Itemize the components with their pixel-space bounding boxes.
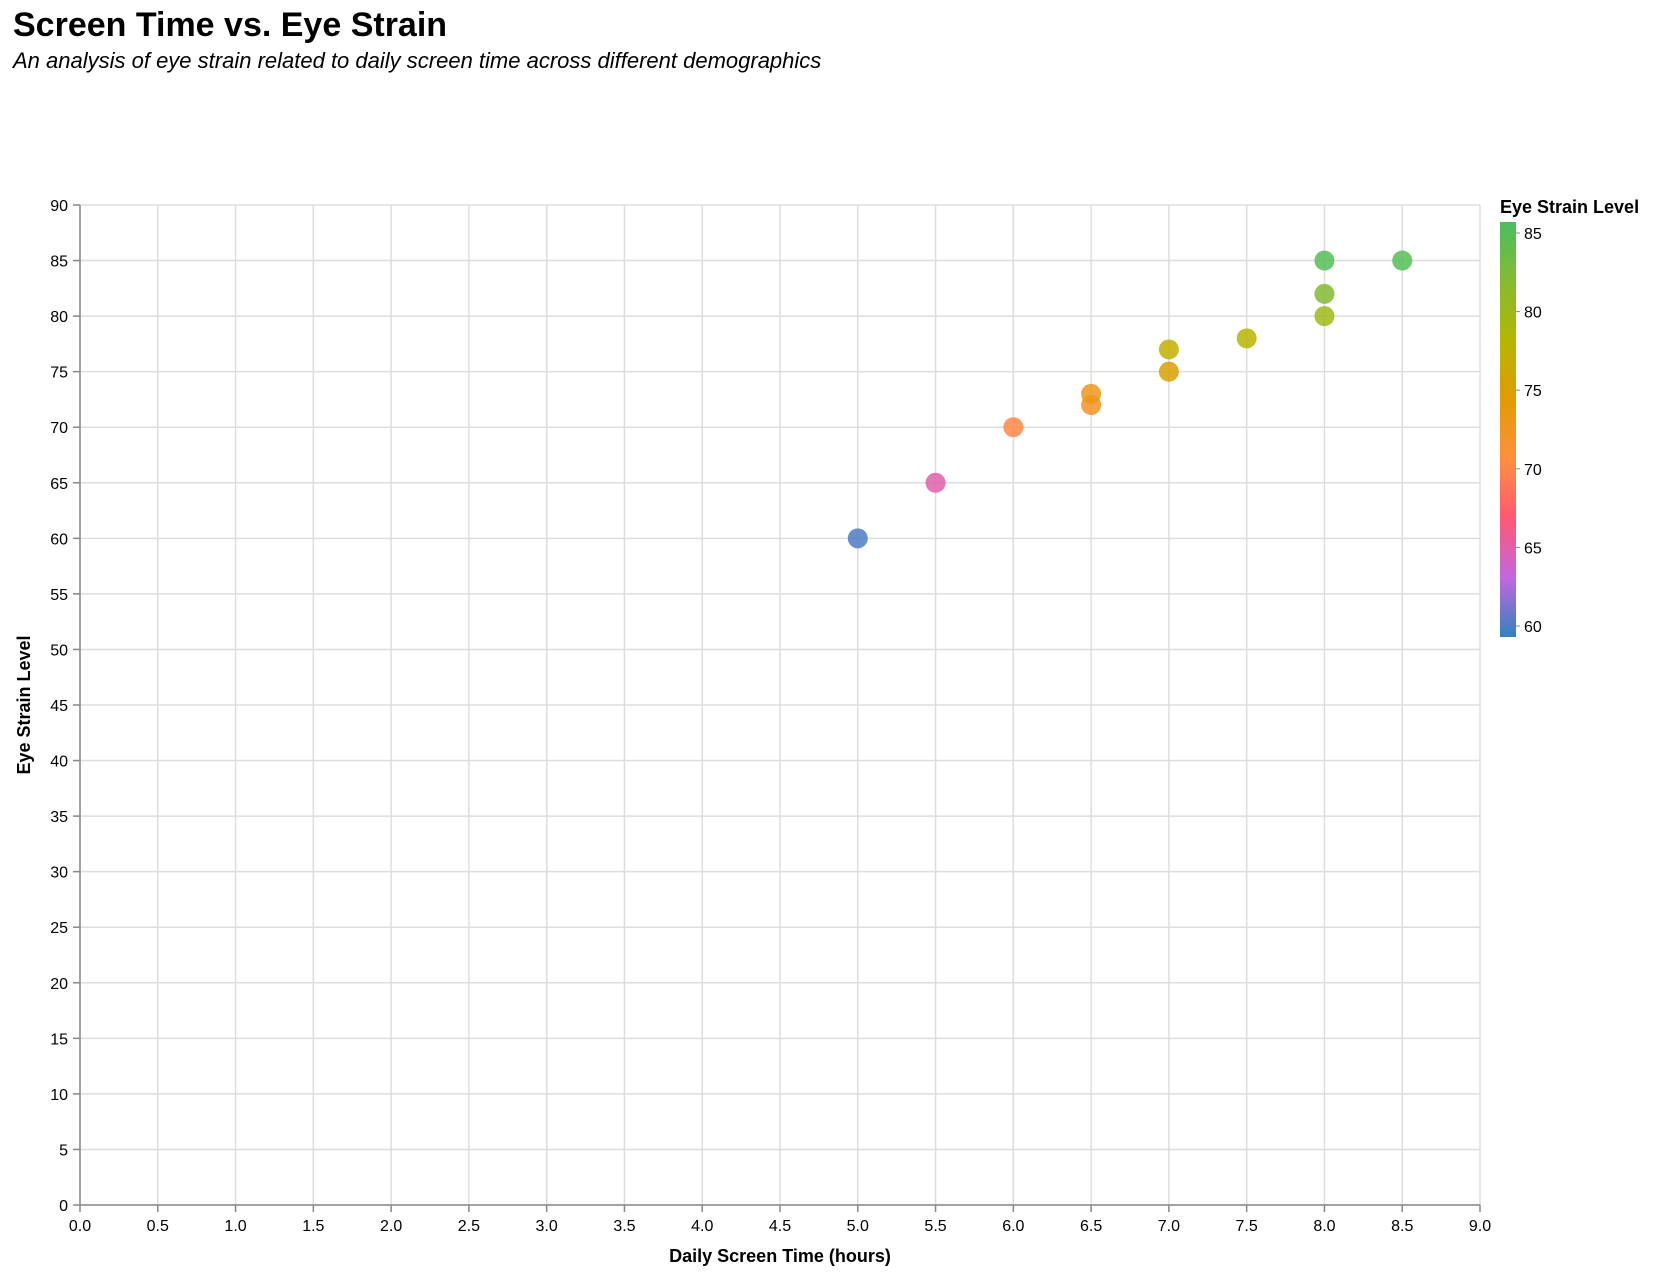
y-tick-label: 35 bbox=[50, 809, 68, 826]
y-tick-label: 65 bbox=[50, 476, 68, 493]
chart-subtitle: An analysis of eye strain related to dai… bbox=[13, 48, 822, 73]
data-point bbox=[1314, 283, 1335, 304]
y-tick-label: 80 bbox=[50, 309, 68, 326]
y-tick-label: 25 bbox=[50, 920, 68, 937]
y-tick-label: 10 bbox=[50, 1087, 68, 1104]
x-tick-label: 1.0 bbox=[224, 1218, 246, 1235]
legend-label: 65 bbox=[1524, 540, 1542, 557]
x-tick-label: 8.5 bbox=[1391, 1218, 1413, 1235]
x-tick-label: 0.0 bbox=[69, 1218, 91, 1235]
x-tick-label: 2.0 bbox=[380, 1218, 402, 1235]
y-tick-label: 55 bbox=[50, 587, 68, 604]
x-tick-label: 7.5 bbox=[1236, 1218, 1258, 1235]
data-point bbox=[1314, 250, 1335, 271]
x-tick-label: 3.5 bbox=[613, 1218, 635, 1235]
y-tick-label: 75 bbox=[50, 365, 68, 382]
data-point bbox=[1081, 383, 1102, 404]
x-tick-label: 8.0 bbox=[1313, 1218, 1335, 1235]
x-tick-label: 6.5 bbox=[1080, 1218, 1102, 1235]
y-tick-label: 45 bbox=[50, 698, 68, 715]
y-tick-label: 90 bbox=[50, 198, 68, 215]
data-point bbox=[925, 472, 946, 493]
data-point bbox=[1236, 328, 1257, 349]
legend-gradient-bar bbox=[1500, 222, 1516, 637]
x-tick-label: 1.5 bbox=[302, 1218, 324, 1235]
axes: 0.0 0.5 1.0 1.5 2.0 2.5 3.0 3.5 4.0 4.5 5.0 5.5 6.0 6… bbox=[50, 198, 1491, 1235]
x-tick-label: 3.0 bbox=[536, 1218, 558, 1235]
y-tick-label: 70 bbox=[50, 420, 68, 437]
y-tick-label: 30 bbox=[50, 865, 68, 882]
x-tick-label: 7.0 bbox=[1158, 1218, 1180, 1235]
legend-labels: 85 80 75 70 65 60 bbox=[1516, 226, 1542, 636]
data-point bbox=[1158, 339, 1179, 360]
y-axis-title: Eye Strain Level bbox=[14, 635, 34, 774]
legend-label: 75 bbox=[1524, 383, 1542, 400]
data-point bbox=[1392, 250, 1413, 271]
y-tick-label: 0 bbox=[59, 1198, 68, 1215]
grid bbox=[79, 204, 1481, 1206]
x-tick-label: 6.0 bbox=[1002, 1218, 1024, 1235]
data-point bbox=[1314, 306, 1335, 327]
legend-label: 85 bbox=[1524, 226, 1542, 243]
y-tick-label: 50 bbox=[50, 642, 68, 659]
x-axis-title: Daily Screen Time (hours) bbox=[669, 1246, 891, 1266]
y-tick-label: 40 bbox=[50, 754, 68, 771]
data-point bbox=[1003, 417, 1024, 438]
y-tick-label: 5 bbox=[59, 1142, 68, 1159]
chart-title: Screen Time vs. Eye Strain bbox=[13, 6, 448, 44]
y-tick-label: 60 bbox=[50, 531, 68, 548]
x-tick-label: 9.0 bbox=[1469, 1218, 1491, 1235]
legend-label: 60 bbox=[1524, 619, 1542, 636]
legend-label: 80 bbox=[1524, 305, 1542, 322]
y-tick-label: 20 bbox=[50, 976, 68, 993]
data-point bbox=[847, 528, 868, 549]
legend-label: 70 bbox=[1524, 462, 1542, 479]
x-tick-label: 5.0 bbox=[847, 1218, 869, 1235]
legend-title: Eye Strain Level bbox=[1500, 197, 1639, 217]
y-tick-label: 85 bbox=[50, 254, 68, 271]
y-tick-label: 15 bbox=[50, 1031, 68, 1048]
x-tick-label: 2.5 bbox=[458, 1218, 480, 1235]
x-tick-label: 4.0 bbox=[691, 1218, 713, 1235]
x-tick-label: 0.5 bbox=[147, 1218, 169, 1235]
color-legend: Eye Strain Level 85 80 75 70 65 60 bbox=[1500, 197, 1639, 637]
x-tick-label: 4.5 bbox=[769, 1218, 791, 1235]
x-tick-label: 5.5 bbox=[924, 1218, 946, 1235]
data-point bbox=[1158, 361, 1179, 382]
data-points bbox=[847, 250, 1413, 549]
